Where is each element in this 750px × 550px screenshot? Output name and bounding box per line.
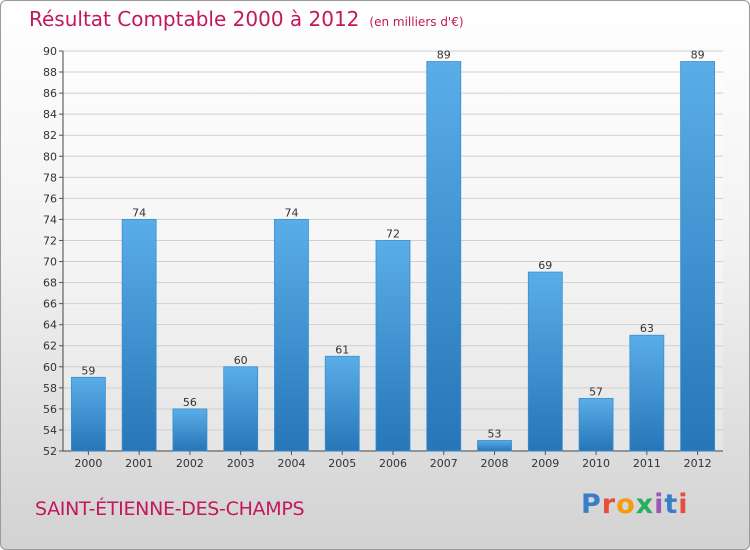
y-tick-label: 56 bbox=[43, 403, 57, 416]
x-tick-label: 2001 bbox=[125, 457, 153, 470]
data-label-2007: 89 bbox=[437, 49, 451, 62]
y-tick-label: 70 bbox=[43, 256, 57, 269]
bar-2003 bbox=[223, 366, 259, 452]
x-tick-label: 2004 bbox=[277, 457, 305, 470]
x-tick-label: 2007 bbox=[430, 457, 458, 470]
x-tick-label: 2005 bbox=[328, 457, 356, 470]
x-tick-label: 2011 bbox=[633, 457, 661, 470]
x-tick-label: 2012 bbox=[684, 457, 712, 470]
x-tick-label: 2008 bbox=[481, 457, 509, 470]
data-label-2011: 63 bbox=[640, 322, 654, 335]
y-tick-label: 76 bbox=[43, 192, 57, 205]
bar-2002 bbox=[172, 408, 208, 452]
bar-2001 bbox=[121, 219, 157, 452]
bar-2000 bbox=[70, 376, 106, 452]
data-label-2005: 61 bbox=[335, 343, 349, 356]
data-label-2006: 72 bbox=[386, 227, 400, 240]
x-tick-label: 2000 bbox=[74, 457, 102, 470]
logo-letter: o bbox=[616, 489, 636, 520]
chart-title-main: Résultat Comptable 2000 à 2012 bbox=[29, 7, 360, 31]
y-tick-label: 64 bbox=[43, 319, 57, 332]
logo-letter: x bbox=[635, 489, 655, 520]
x-tick-label: 2010 bbox=[582, 457, 610, 470]
bar-2007 bbox=[426, 61, 462, 452]
x-tick-label: 2003 bbox=[227, 457, 255, 470]
data-label-2001: 74 bbox=[132, 206, 146, 219]
proxiti-logo: Proxiti bbox=[581, 489, 689, 520]
x-tick-label: 2006 bbox=[379, 457, 407, 470]
x-tick-label: 2009 bbox=[531, 457, 559, 470]
data-label-2002: 56 bbox=[183, 396, 197, 409]
y-tick-label: 88 bbox=[43, 66, 57, 79]
bar-2006 bbox=[375, 240, 411, 452]
y-tick-label: 62 bbox=[43, 340, 57, 353]
logo-letter: i bbox=[654, 489, 665, 520]
y-tick-label: 86 bbox=[43, 87, 57, 100]
y-tick-label: 66 bbox=[43, 298, 57, 311]
bar-2004 bbox=[274, 219, 309, 452]
logo-letter: i bbox=[678, 489, 689, 520]
logo-letter: P bbox=[581, 489, 602, 520]
data-label-2009: 69 bbox=[538, 259, 552, 272]
y-tick-label: 90 bbox=[43, 45, 57, 58]
bar-2005 bbox=[324, 355, 360, 452]
bar-2008 bbox=[477, 440, 512, 452]
y-tick-label: 84 bbox=[43, 108, 57, 121]
data-label-2010: 57 bbox=[589, 385, 603, 398]
y-tick-label: 58 bbox=[43, 382, 57, 395]
y-tick-label: 54 bbox=[43, 424, 57, 437]
y-tick-label: 74 bbox=[43, 213, 57, 226]
data-label-2008: 53 bbox=[488, 427, 502, 440]
logo-letter: r bbox=[601, 489, 617, 520]
bar-2012 bbox=[680, 61, 716, 452]
data-label-2000: 59 bbox=[81, 364, 95, 377]
y-tick-label: 80 bbox=[43, 150, 57, 163]
data-label-2003: 60 bbox=[234, 354, 248, 367]
bar-2009 bbox=[527, 271, 563, 452]
y-tick-label: 68 bbox=[43, 277, 57, 290]
y-tick-label: 78 bbox=[43, 171, 57, 184]
y-tick-label: 82 bbox=[43, 129, 57, 142]
x-tick-label: 2002 bbox=[176, 457, 204, 470]
bar-2011 bbox=[629, 334, 665, 452]
y-tick-label: 60 bbox=[43, 361, 57, 374]
chart-title: Résultat Comptable 2000 à 2012 (en millie… bbox=[29, 7, 464, 31]
data-label-2012: 89 bbox=[691, 49, 705, 62]
commune-name: SAINT-ÉTIENNE-DES-CHAMPS bbox=[35, 498, 305, 520]
chart-unit: (en milliers d'€) bbox=[369, 15, 464, 29]
y-tick-label: 72 bbox=[43, 234, 57, 247]
data-label-2004: 74 bbox=[284, 206, 298, 219]
logo-letter: t bbox=[664, 489, 679, 520]
y-tick-label: 52 bbox=[43, 445, 57, 458]
bar-2010 bbox=[578, 397, 614, 452]
